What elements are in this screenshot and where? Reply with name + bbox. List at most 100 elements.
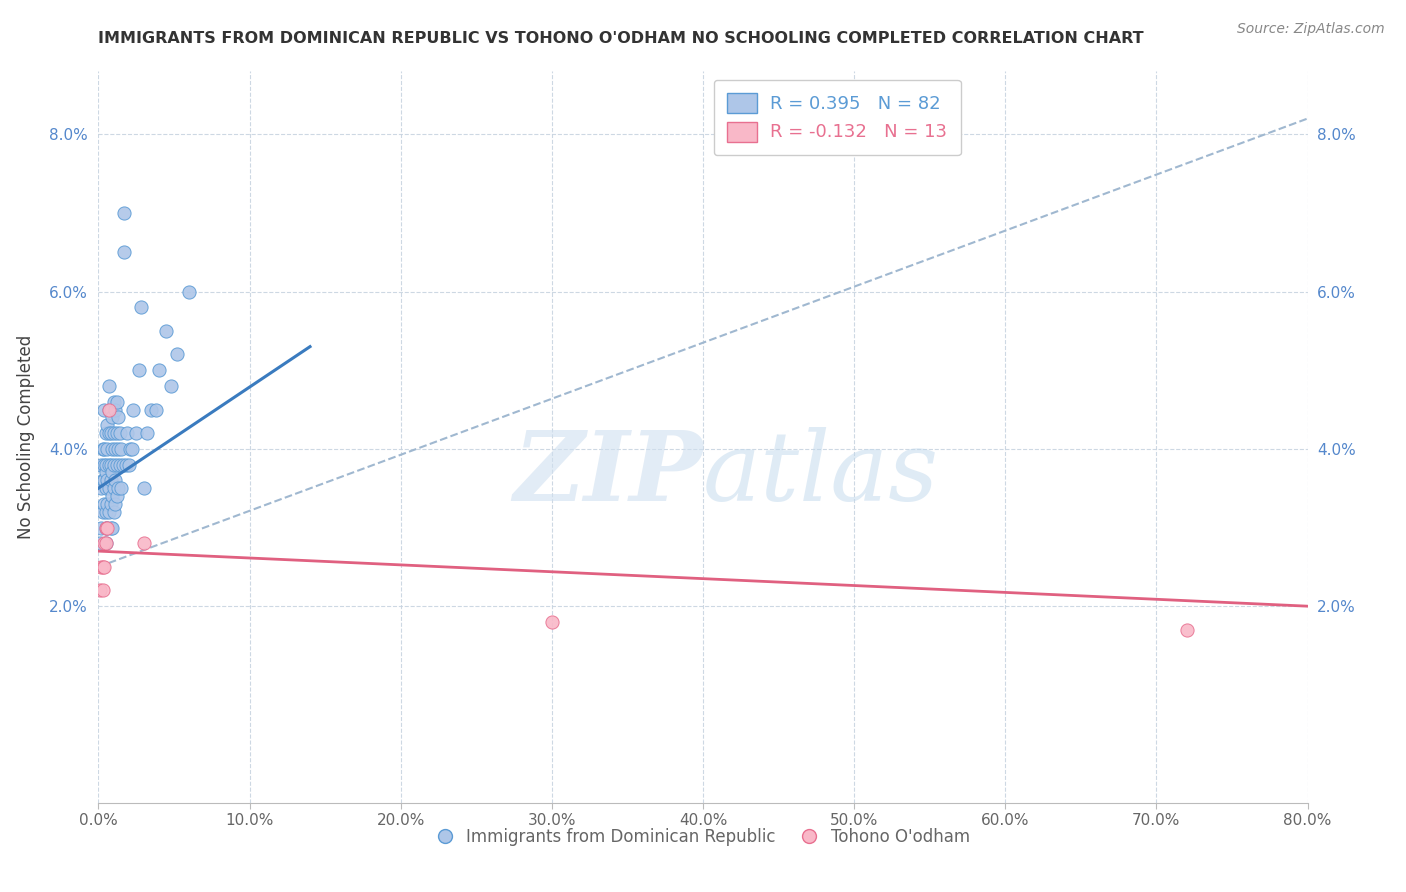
Point xyxy=(105,426,128,441)
Text: atlas: atlas xyxy=(703,426,939,521)
Point xyxy=(129,301,152,315)
Point xyxy=(104,473,127,487)
Y-axis label: No Schooling Completed: No Schooling Completed xyxy=(17,335,35,539)
Point xyxy=(100,520,122,534)
Point xyxy=(132,481,155,495)
Point xyxy=(112,245,135,260)
Point xyxy=(93,473,115,487)
Point xyxy=(94,481,117,495)
Point xyxy=(103,458,125,472)
Point xyxy=(94,536,117,550)
Point xyxy=(128,363,150,377)
Point xyxy=(104,442,127,456)
Point xyxy=(90,481,112,495)
Point xyxy=(93,536,115,550)
Point xyxy=(91,559,114,574)
Point xyxy=(112,206,135,220)
Point xyxy=(108,458,131,472)
Point xyxy=(118,458,141,472)
Point xyxy=(96,473,118,487)
Point xyxy=(94,458,117,472)
Point xyxy=(94,536,117,550)
Point xyxy=(145,402,167,417)
Point xyxy=(98,426,121,441)
Point xyxy=(93,559,115,574)
Point xyxy=(166,347,188,361)
Point xyxy=(103,426,125,441)
Point xyxy=(110,442,132,456)
Point xyxy=(105,394,128,409)
Point xyxy=(96,418,118,433)
Point xyxy=(100,473,122,487)
Point xyxy=(93,402,115,417)
Point xyxy=(105,458,128,472)
Point xyxy=(98,379,121,393)
Point xyxy=(96,442,118,456)
Point xyxy=(114,458,136,472)
Point xyxy=(98,458,121,472)
Point xyxy=(103,505,125,519)
Point xyxy=(160,379,183,393)
Point xyxy=(90,458,112,472)
Point xyxy=(104,402,127,417)
Point xyxy=(91,505,114,519)
Point xyxy=(90,559,112,574)
Point xyxy=(93,442,115,456)
Point xyxy=(135,426,157,441)
Point xyxy=(89,536,111,550)
Point xyxy=(115,426,138,441)
Point xyxy=(111,458,134,472)
Point xyxy=(94,466,117,480)
Point xyxy=(93,458,115,472)
Point xyxy=(94,520,117,534)
Point xyxy=(125,426,148,441)
Text: Source: ZipAtlas.com: Source: ZipAtlas.com xyxy=(1237,22,1385,37)
Point xyxy=(1175,623,1198,637)
Point xyxy=(107,410,129,425)
Point xyxy=(107,481,129,495)
Point xyxy=(98,481,121,495)
Point xyxy=(101,520,124,534)
Point xyxy=(108,426,131,441)
Point xyxy=(120,442,142,456)
Point xyxy=(100,497,122,511)
Point xyxy=(101,466,124,480)
Point xyxy=(179,285,201,299)
Point xyxy=(100,426,122,441)
Text: ZIP: ZIP xyxy=(513,426,703,521)
Point xyxy=(96,520,118,534)
Point xyxy=(100,458,122,472)
Text: IMMIGRANTS FROM DOMINICAN REPUBLIC VS TOHONO O'ODHAM NO SCHOOLING COMPLETED CORR: IMMIGRANTS FROM DOMINICAN REPUBLIC VS TO… xyxy=(98,31,1144,46)
Point xyxy=(94,426,117,441)
Point xyxy=(100,402,122,417)
Point xyxy=(101,410,124,425)
Point xyxy=(107,442,129,456)
Point xyxy=(90,520,112,534)
Point xyxy=(96,497,118,511)
Point xyxy=(121,442,143,456)
Point xyxy=(103,481,125,495)
Point xyxy=(98,402,121,417)
Point xyxy=(148,363,170,377)
Point xyxy=(103,394,125,409)
Point xyxy=(540,615,562,629)
Point xyxy=(155,324,177,338)
Point xyxy=(101,442,124,456)
Point xyxy=(96,520,118,534)
Point xyxy=(110,481,132,495)
Point xyxy=(93,497,115,511)
Point xyxy=(104,497,127,511)
Point xyxy=(132,536,155,550)
Point xyxy=(101,489,124,503)
Point xyxy=(94,520,117,534)
Legend: Immigrants from Dominican Republic, Tohono O'odham: Immigrants from Dominican Republic, Toho… xyxy=(429,822,977,853)
Point xyxy=(91,473,114,487)
Point xyxy=(141,402,163,417)
Point xyxy=(94,505,117,519)
Point xyxy=(91,583,114,598)
Point xyxy=(91,442,114,456)
Point xyxy=(122,402,145,417)
Point xyxy=(98,402,121,417)
Point xyxy=(98,505,121,519)
Point xyxy=(105,489,128,503)
